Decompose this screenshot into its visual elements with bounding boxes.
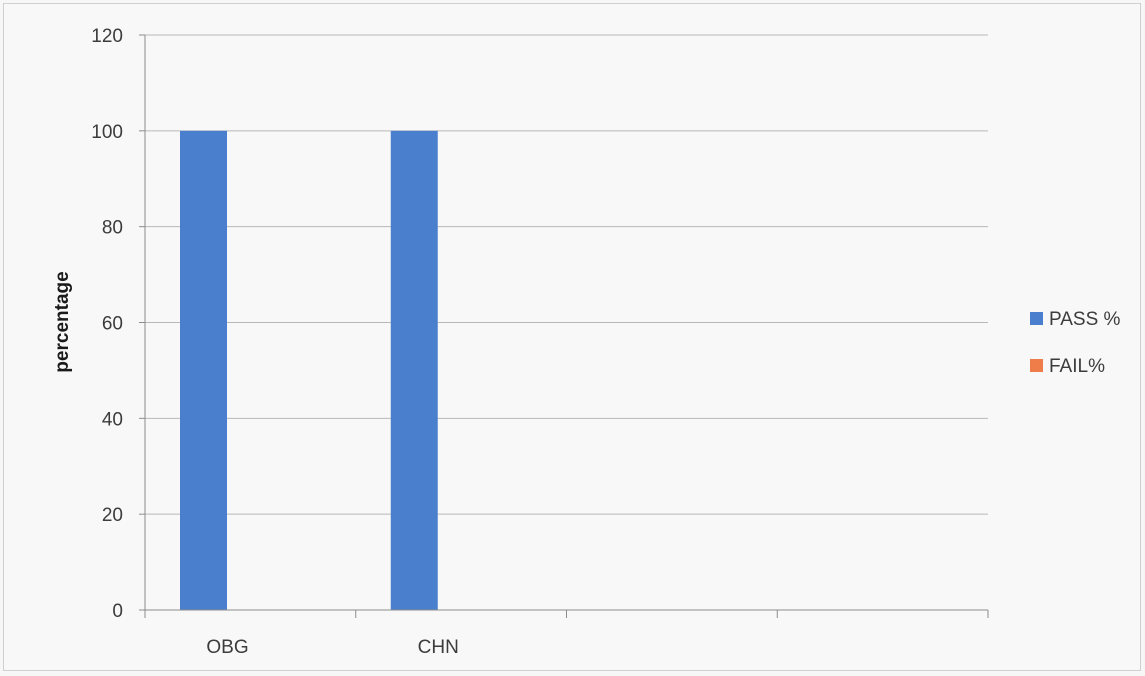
y-tick-label-80: 80	[102, 218, 123, 239]
legend-label-1: FAIL%	[1049, 356, 1105, 377]
x-tick-label-obg: OBG	[206, 637, 248, 658]
grid-layer	[145, 34, 988, 515]
y-tick-label-40: 40	[102, 409, 123, 430]
legend-layer: PASS % FAIL%	[1030, 309, 1121, 377]
labels-layer: 0 20 40 60 80 100 120 OBG CHN	[91, 26, 459, 658]
axis-layer	[139, 34, 989, 618]
bar-obg-series-0	[180, 130, 227, 611]
legend-label-0: PASS %	[1049, 309, 1121, 330]
y-axis-title: percentage	[52, 271, 73, 372]
y-tick-label-120: 120	[91, 26, 123, 47]
y-tick-label-0: 0	[112, 601, 123, 622]
bar-chn-series-0	[390, 130, 438, 611]
y-tick-label-100: 100	[91, 122, 123, 143]
y-tick-label-60: 60	[102, 314, 123, 335]
y-tick-label-20: 20	[102, 505, 123, 526]
x-tick-label-chn: CHN	[418, 637, 459, 658]
legend-swatch-1	[1030, 359, 1043, 372]
bars-layer	[180, 130, 438, 611]
legend-swatch-0	[1030, 312, 1043, 325]
